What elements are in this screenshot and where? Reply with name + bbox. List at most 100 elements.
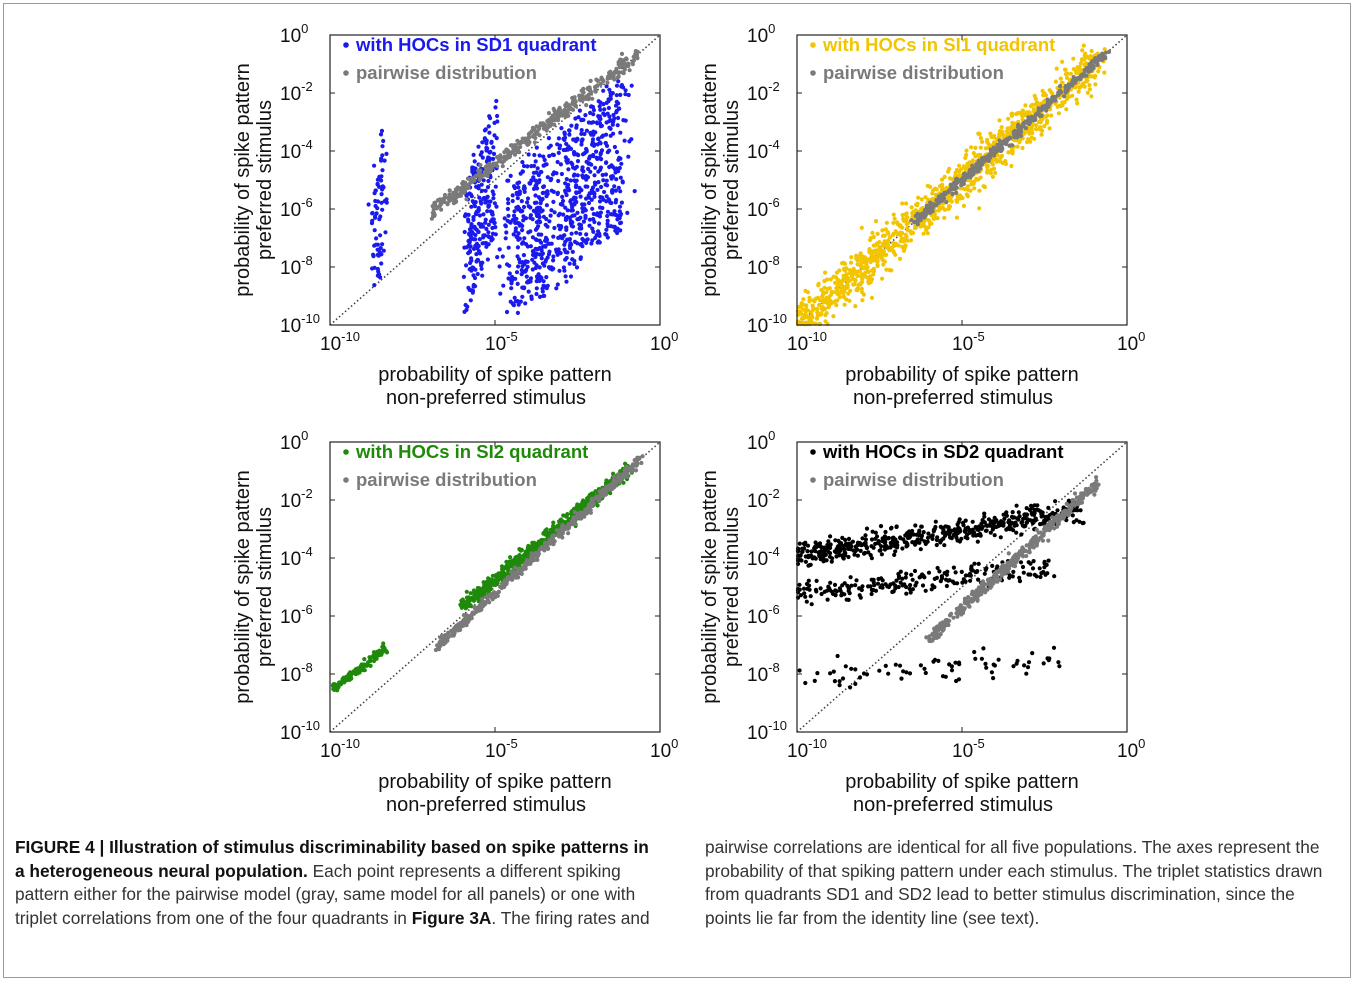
scatter-point	[955, 531, 960, 536]
scatter-point	[939, 576, 945, 581]
scatter-point	[932, 576, 937, 581]
scatter-point	[595, 121, 600, 126]
scatter-point	[854, 256, 859, 261]
scatter-point	[1038, 127, 1043, 132]
scatter-point	[560, 198, 566, 204]
scatter-point	[871, 243, 876, 248]
scatter-point	[548, 178, 553, 183]
scatter-point	[525, 164, 530, 169]
scatter-point	[487, 150, 492, 155]
scatter-point	[586, 166, 591, 171]
scatter-point	[506, 245, 511, 250]
scatter-point	[533, 159, 538, 164]
scatter-point	[1044, 114, 1049, 119]
scatter-point	[467, 231, 472, 236]
scatter-point	[373, 198, 378, 204]
scatter-point	[1038, 120, 1043, 125]
scatter-point	[845, 283, 850, 288]
scatter-point	[497, 247, 502, 252]
scatter-point	[538, 170, 543, 175]
scatter-point	[1024, 512, 1029, 517]
scatter-point	[859, 280, 865, 285]
pairwise-series	[429, 49, 640, 221]
scatter-point	[383, 230, 388, 235]
scatter-point	[908, 583, 913, 588]
scatter-point	[1016, 510, 1021, 515]
y-tick-label: 10-2	[747, 79, 780, 105]
scatter-point	[859, 286, 864, 291]
scatter-point	[540, 190, 545, 196]
scatter-point	[983, 528, 988, 533]
scatter-point	[379, 252, 384, 257]
scatter-point	[597, 489, 602, 494]
scatter-point	[839, 286, 844, 291]
scatter-point	[1010, 515, 1015, 520]
scatter-point	[910, 540, 915, 545]
scatter-point	[344, 676, 349, 681]
scatter-point	[1028, 104, 1034, 109]
scatter-point	[466, 185, 471, 190]
scatter-point	[586, 200, 592, 206]
scatter-point	[512, 185, 517, 191]
scatter-point	[999, 522, 1005, 528]
scatter-point	[917, 212, 922, 217]
scatter-point	[961, 203, 966, 208]
scatter-point	[923, 195, 928, 200]
scatter-point	[980, 518, 985, 523]
scatter-point	[605, 209, 610, 214]
scatter-point	[875, 252, 880, 257]
scatter-point	[603, 172, 609, 177]
y-axis-label-line1: probability of spike pattern	[699, 63, 721, 296]
scatter-point	[630, 463, 635, 468]
scatter-point	[490, 597, 495, 602]
scatter-point	[866, 550, 871, 555]
scatter-point	[366, 202, 371, 207]
scatter-point	[854, 578, 859, 583]
scatter-point	[378, 132, 384, 137]
scatter-point	[923, 541, 928, 546]
scatter-point	[572, 213, 577, 218]
scatter-point	[955, 522, 960, 527]
scatter-point	[869, 591, 874, 597]
scatter-point	[597, 497, 602, 502]
legend-marker-pairwise	[810, 70, 816, 76]
scatter-point	[568, 199, 573, 204]
scatter-point	[1012, 123, 1017, 129]
scatter-point	[563, 188, 568, 193]
scatter-point	[828, 277, 833, 282]
scatter-point	[802, 591, 807, 596]
scatter-point	[891, 212, 896, 217]
scatter-point	[381, 641, 386, 646]
scatter-point	[531, 208, 536, 213]
scatter-point	[926, 531, 931, 536]
scatter-point	[598, 205, 603, 210]
scatter-point	[381, 185, 386, 190]
scatter-point	[800, 549, 805, 554]
scatter-point	[580, 209, 585, 214]
scatter-point	[468, 192, 473, 197]
scatter-point	[576, 153, 581, 158]
scatter-point	[936, 199, 941, 204]
scatter-point	[971, 151, 976, 156]
y-tick-label: 10-2	[280, 79, 313, 105]
scatter-point	[582, 202, 587, 207]
scatter-point	[466, 243, 471, 248]
scatter-point	[528, 276, 534, 281]
scatter-point	[591, 120, 596, 125]
scatter-point	[543, 222, 548, 227]
scatter-point	[893, 586, 898, 591]
pairwise-series	[909, 49, 1112, 227]
scatter-point	[532, 140, 537, 145]
scatter-point	[547, 153, 552, 159]
scatter-point	[574, 164, 579, 169]
scatter-point	[470, 199, 475, 204]
scatter-point	[472, 605, 477, 610]
scatter-point	[826, 298, 831, 303]
scatter-point	[563, 155, 568, 160]
scatter-point	[473, 226, 478, 231]
scatter-point	[566, 167, 571, 172]
scatter-point	[556, 213, 561, 218]
legend-marker-pairwise	[343, 70, 349, 76]
scatter-point	[949, 199, 954, 204]
scatter-point	[809, 310, 814, 315]
